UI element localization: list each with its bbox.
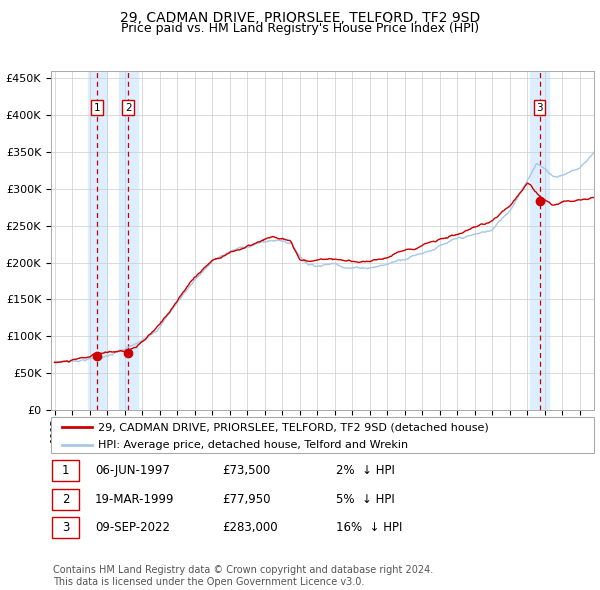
Text: £73,500: £73,500	[222, 464, 270, 477]
Text: £77,950: £77,950	[222, 493, 271, 506]
Text: 3: 3	[62, 521, 69, 534]
Text: 3: 3	[536, 103, 543, 113]
Text: Contains HM Land Registry data © Crown copyright and database right 2024.
This d: Contains HM Land Registry data © Crown c…	[53, 565, 433, 587]
Text: 1: 1	[62, 464, 69, 477]
Text: 19-MAR-1999: 19-MAR-1999	[95, 493, 175, 506]
Text: 1: 1	[94, 103, 101, 113]
Text: 29, CADMAN DRIVE, PRIORSLEE, TELFORD, TF2 9SD (detached house): 29, CADMAN DRIVE, PRIORSLEE, TELFORD, TF…	[98, 422, 488, 432]
Text: 2%  ↓ HPI: 2% ↓ HPI	[336, 464, 395, 477]
Text: 2: 2	[62, 493, 69, 506]
Text: 16%  ↓ HPI: 16% ↓ HPI	[336, 521, 403, 534]
Bar	[88, 71, 107, 410]
Text: 09-SEP-2022: 09-SEP-2022	[95, 521, 170, 534]
Text: Price paid vs. HM Land Registry's House Price Index (HPI): Price paid vs. HM Land Registry's House …	[121, 22, 479, 35]
Text: 06-JUN-1997: 06-JUN-1997	[95, 464, 170, 477]
Bar	[530, 71, 549, 410]
Text: 5%  ↓ HPI: 5% ↓ HPI	[336, 493, 395, 506]
Text: HPI: Average price, detached house, Telford and Wrekin: HPI: Average price, detached house, Telf…	[98, 440, 408, 450]
Text: £283,000: £283,000	[222, 521, 278, 534]
Text: 29, CADMAN DRIVE, PRIORSLEE, TELFORD, TF2 9SD: 29, CADMAN DRIVE, PRIORSLEE, TELFORD, TF…	[120, 11, 480, 25]
Bar	[119, 71, 138, 410]
Text: 2: 2	[125, 103, 131, 113]
